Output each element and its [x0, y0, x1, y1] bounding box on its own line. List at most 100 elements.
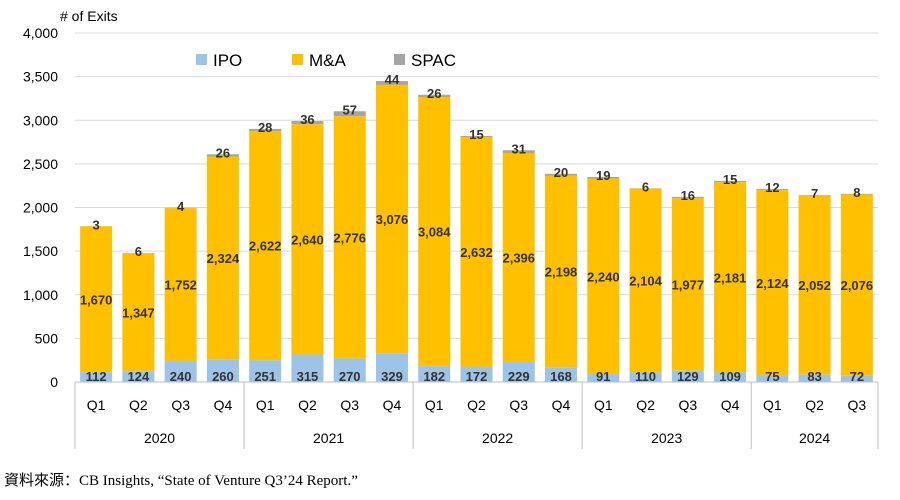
year-group-label: 2022: [482, 430, 513, 446]
ma-value-label: 1,670: [80, 292, 113, 307]
x-tick-label: Q2: [298, 397, 317, 413]
ipo-value-label: 240: [170, 369, 192, 384]
bar-ipo: [460, 366, 493, 382]
x-tick-label: Q2: [636, 397, 655, 413]
y-axis-title: # of Exits: [60, 8, 118, 24]
bar-spac: [206, 154, 239, 157]
bar-spac: [714, 180, 747, 183]
bar-ipo: [714, 372, 747, 382]
bar-ma: [756, 190, 789, 376]
bar-ma: [418, 97, 451, 367]
legend-swatch: [196, 54, 207, 65]
bar-ipo: [80, 372, 113, 382]
x-tick-label: Q2: [805, 397, 824, 413]
bar-ipo: [122, 371, 155, 382]
bar-ipo: [291, 354, 324, 382]
ma-value-label: 2,076: [841, 278, 874, 293]
bar-labels: 112 1,670 3 124 1,347 6 240 1,752 4 260 2,324 26 251…: [80, 72, 873, 384]
bar-spac: [249, 128, 282, 132]
stacked-bar-chart: 0 500 1,000 1,500 2,000 2,500 3,000 3,500 4,000 Q…: [23, 8, 879, 449]
ma-value-label: 2,324: [207, 251, 240, 266]
bar-spac: [671, 196, 704, 199]
bar-ma: [798, 195, 831, 375]
ma-value-label: 2,622: [249, 239, 282, 254]
year-group-label: 2020: [144, 430, 175, 446]
year-group-label: 2024: [799, 430, 830, 446]
spac-value-label: 44: [385, 72, 400, 87]
bar-ipo: [671, 370, 704, 382]
legend-label: SPAC: [411, 51, 456, 70]
spac-value-label: 3: [93, 217, 100, 232]
ma-value-label: 2,104: [629, 274, 662, 289]
ma-value-label: 2,776: [333, 230, 366, 245]
x-tick-label: Q1: [763, 397, 782, 413]
bar-ma: [164, 208, 197, 362]
x-tick-label: Q1: [425, 397, 444, 413]
bar-ma: [80, 226, 113, 373]
ipo-value-label: 109: [719, 369, 741, 384]
ipo-value-label: 270: [339, 369, 361, 384]
bar-ipo: [629, 372, 662, 382]
bar-ipo: [206, 359, 239, 382]
ipo-value-label: 329: [381, 369, 403, 384]
x-tick-label: Q3: [340, 397, 359, 413]
ma-value-label: 1,752: [164, 278, 197, 293]
x-tick-label: Q3: [171, 397, 190, 413]
bar-spac: [840, 193, 873, 195]
bar-spac: [375, 81, 408, 85]
bar-ipo: [333, 358, 366, 382]
y-tick-label: 0: [50, 374, 58, 390]
bar-ma: [460, 137, 493, 367]
legend-label: IPO: [213, 51, 242, 70]
x-tick-label: Q3: [848, 397, 867, 413]
bar-ipo: [375, 353, 408, 382]
y-tick-label: 1,500: [23, 243, 58, 259]
bar-ipo: [164, 361, 197, 382]
source-note: 資料來源：CB Insights, “State of Venture Q3’2…: [4, 473, 358, 489]
bar-ma: [671, 198, 704, 371]
ipo-value-label: 110: [635, 369, 656, 384]
x-tick-label: Q4: [214, 397, 233, 413]
bar-ma: [545, 175, 578, 368]
bar-ma: [206, 156, 239, 360]
bar-spac: [587, 176, 620, 179]
spac-value-label: 26: [427, 86, 441, 101]
legend-swatch: [292, 54, 303, 65]
ma-value-label: 2,240: [587, 269, 620, 284]
ipo-value-label: 260: [212, 369, 234, 384]
y-tick-label: 2,000: [23, 200, 58, 216]
bar-ma: [714, 182, 747, 373]
ipo-value-label: 83: [807, 369, 821, 384]
x-tick-label: Q3: [678, 397, 697, 413]
legend-swatch: [394, 54, 405, 65]
spac-value-label: 12: [765, 180, 779, 195]
x-tick-label: Q1: [87, 397, 106, 413]
bar-ipo: [798, 374, 831, 382]
bar-ipo: [418, 366, 451, 382]
bar-spac: [545, 173, 578, 176]
bar-spac: [502, 150, 535, 153]
bar-ipo: [502, 362, 535, 382]
spac-value-label: 6: [135, 244, 142, 259]
x-tick-label: Q3: [509, 397, 528, 413]
x-tick-label: Q4: [721, 397, 740, 413]
spac-value-label: 6: [642, 179, 649, 194]
spac-value-label: 20: [554, 165, 568, 180]
ipo-value-label: 124: [128, 369, 150, 384]
bar-ma: [291, 124, 324, 355]
ipo-value-label: 168: [550, 369, 572, 384]
x-tick-label: Q2: [129, 397, 148, 413]
bar-ma: [629, 188, 662, 373]
x-tick-label: Q1: [594, 397, 613, 413]
legend-label: M&A: [309, 51, 347, 70]
y-tick-label: 2,500: [23, 156, 58, 172]
y-tick-label: 3,000: [23, 112, 58, 128]
spac-value-label: 8: [853, 185, 860, 200]
bar-ma: [249, 131, 282, 361]
spac-value-label: 28: [258, 120, 272, 135]
ipo-value-label: 182: [423, 369, 445, 384]
ipo-value-label: 229: [508, 369, 530, 384]
spac-value-label: 19: [596, 168, 610, 183]
ma-value-label: 2,640: [291, 232, 324, 247]
y-tick-label: 500: [35, 330, 59, 346]
